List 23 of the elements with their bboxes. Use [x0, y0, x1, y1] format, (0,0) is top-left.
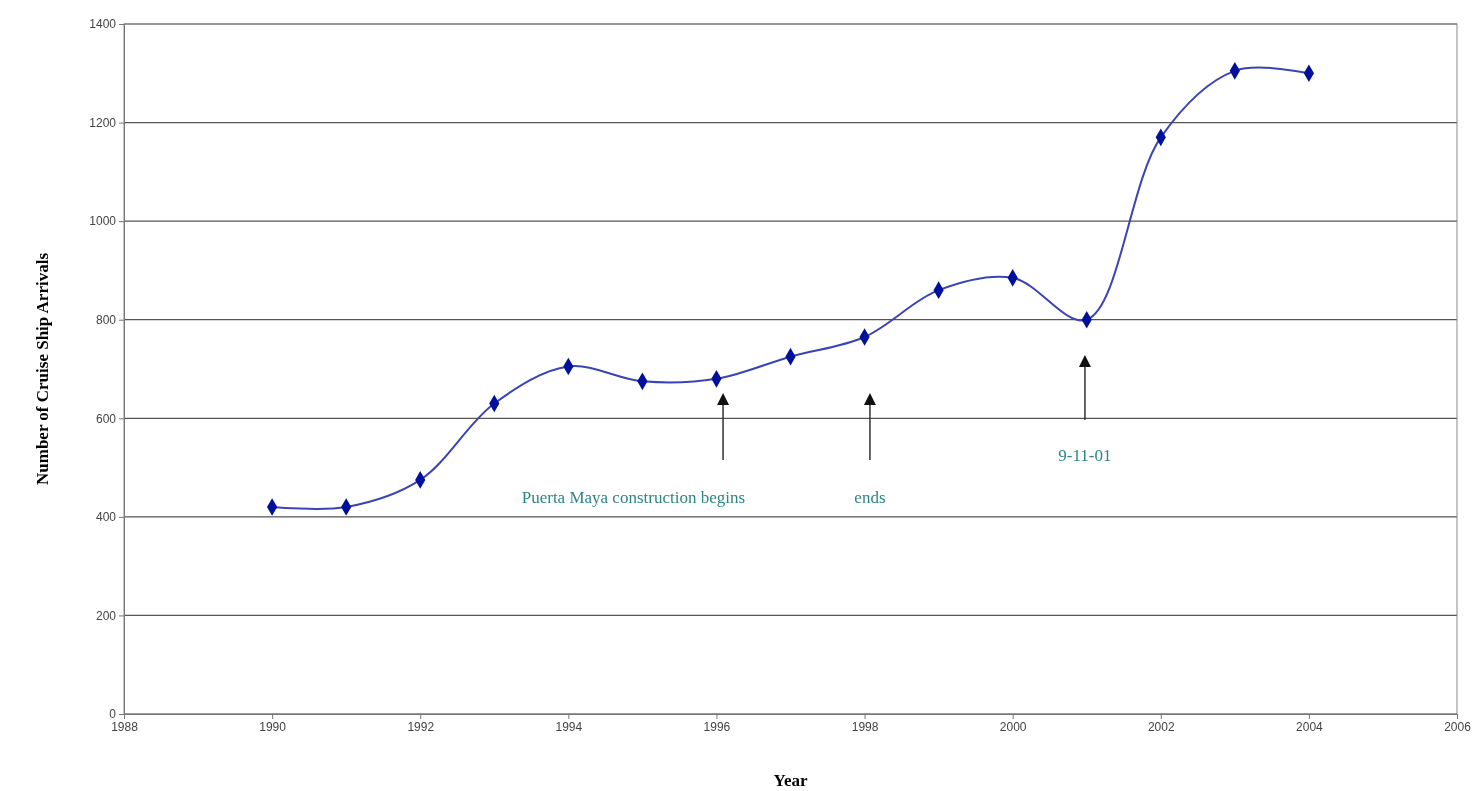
y-tick-label: 0 [109, 707, 117, 722]
x-tick-label: 2000 [999, 719, 1027, 734]
x-tick-label: 2006 [1444, 719, 1472, 734]
x-tick-label: 1992 [407, 719, 435, 734]
x-tick-label: 1994 [555, 719, 583, 734]
y-tick-label: 1200 [89, 115, 117, 130]
annotation: Puerta Maya construction begins [521, 487, 746, 507]
y-tick-label: 200 [95, 608, 117, 623]
y-tick-label: 1400 [89, 17, 117, 32]
annotation: ends [854, 487, 886, 507]
x-tick-label: 2002 [1147, 719, 1175, 734]
x-tick-label: 1996 [703, 719, 731, 734]
y-tick-label: 400 [95, 510, 117, 525]
x-tick-label: 2004 [1296, 719, 1324, 734]
y-tick-label: 600 [95, 411, 117, 426]
y-axis-title: Number of Cruise Ship Arrivals [33, 252, 52, 486]
x-tick-label: 1998 [851, 719, 879, 734]
annotation: 9-11-01 [1058, 445, 1112, 465]
x-tick-label: 1990 [259, 719, 287, 734]
y-tick-label: 1000 [89, 214, 117, 229]
x-tick-label: 1988 [111, 719, 139, 734]
y-tick-label: 800 [95, 313, 117, 328]
x-axis-title: Year [773, 771, 808, 790]
